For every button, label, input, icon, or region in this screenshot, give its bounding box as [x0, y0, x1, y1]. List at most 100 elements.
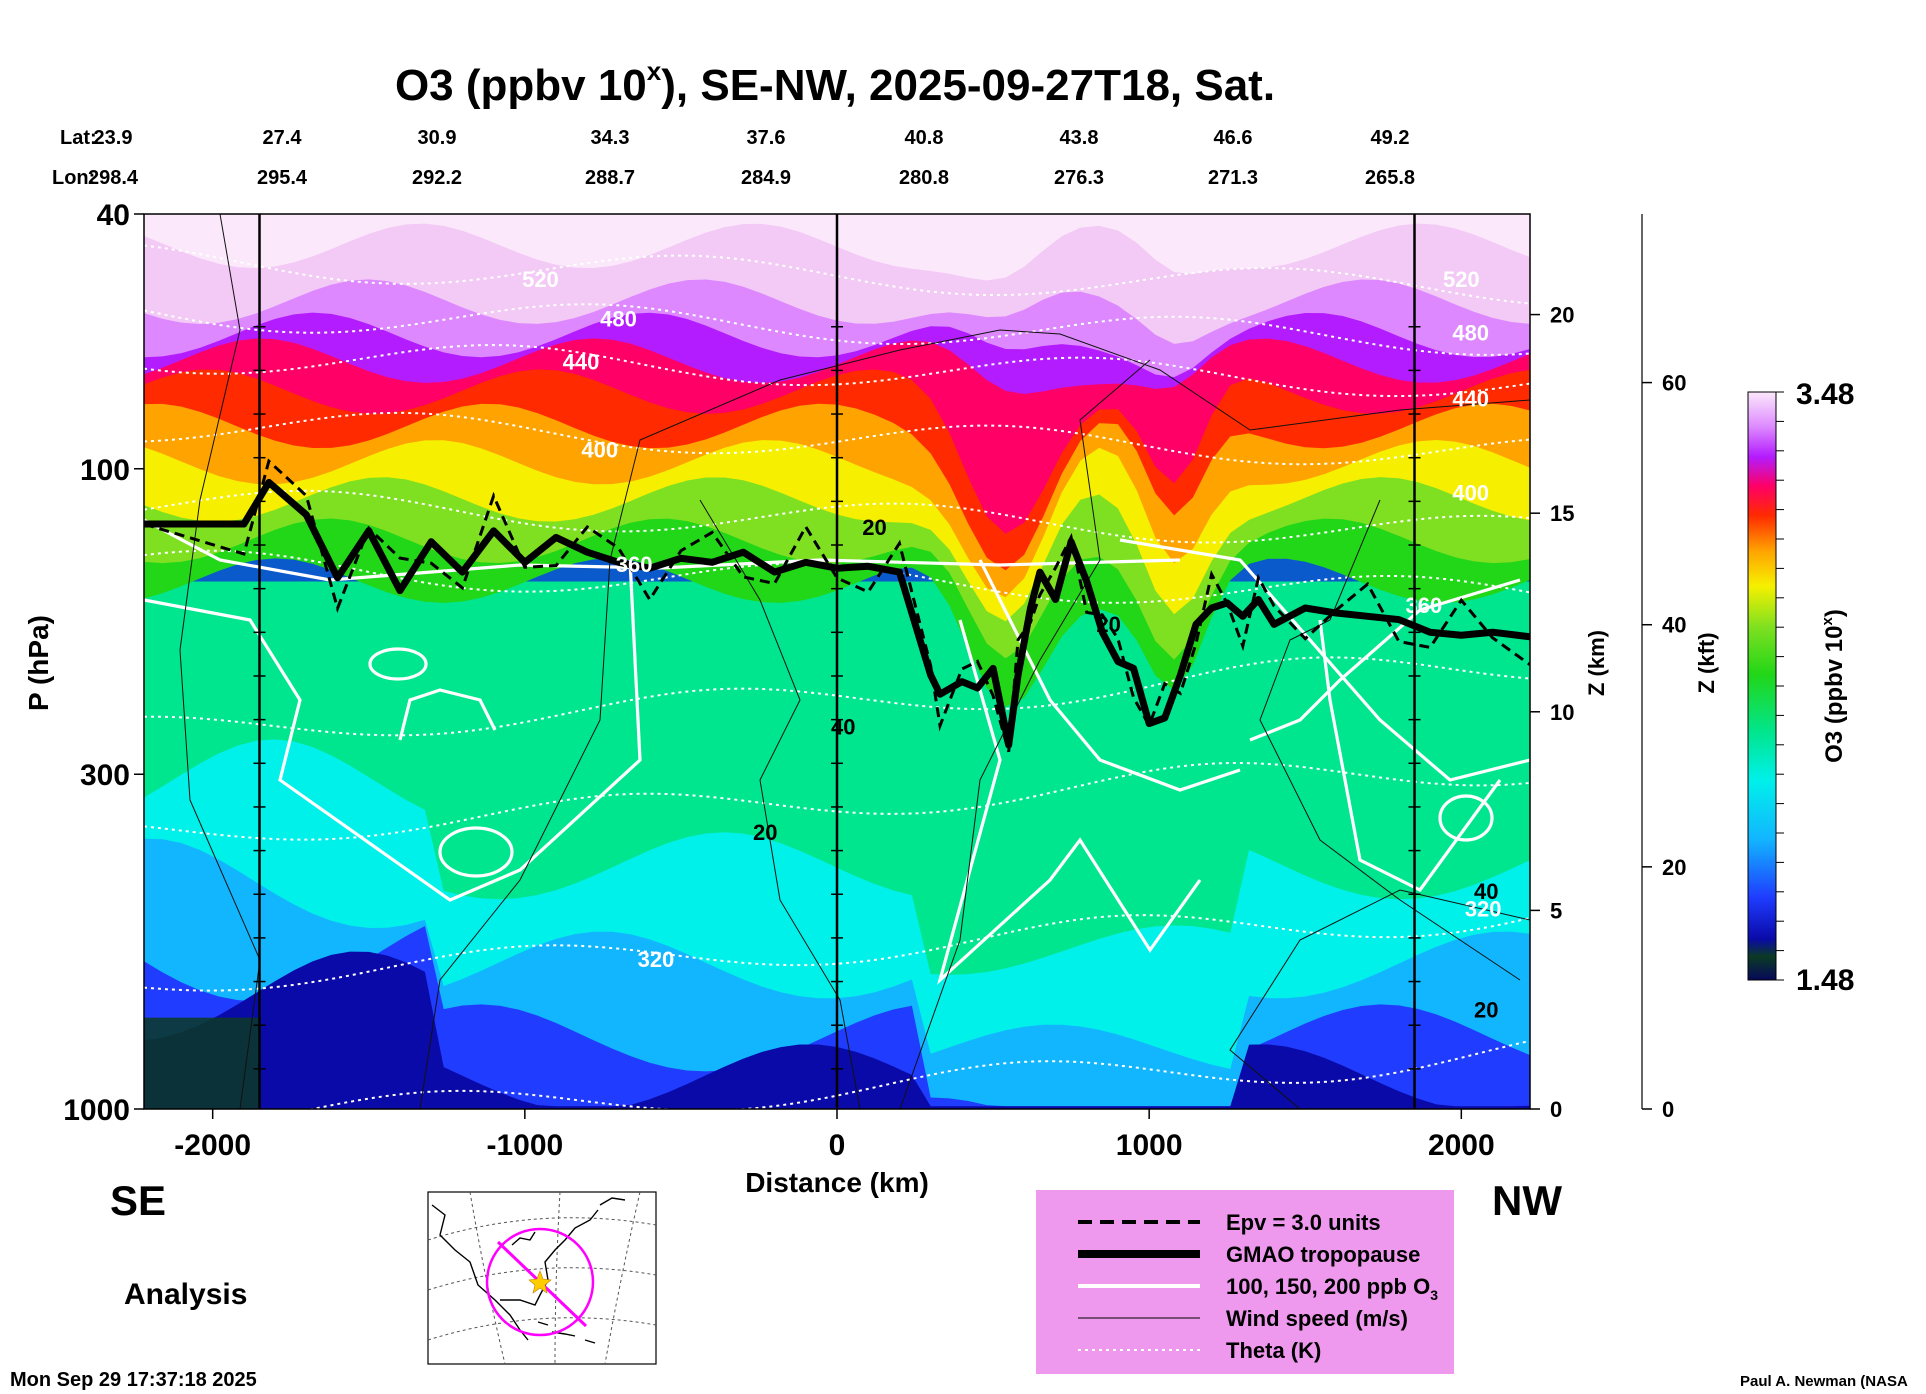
x-tick-label: 1000	[1116, 1129, 1183, 1162]
x-axis: -2000 -1000 0 1000 2000	[174, 1109, 1495, 1162]
x-tick-label: 0	[829, 1129, 846, 1162]
lat-value: 40.8	[905, 127, 944, 149]
wind-label: 20	[1096, 612, 1120, 637]
theta-contour	[144, 489, 1530, 544]
lat-value: 27.4	[263, 127, 303, 149]
colorbar-label: O3 (ppbv 10x)	[1819, 609, 1848, 763]
theta-label: 480	[600, 307, 637, 332]
lat-value: 23.9	[94, 127, 133, 149]
wind-label: 20	[753, 820, 777, 845]
lon-value: 288.7	[585, 167, 635, 189]
theta-label: 400	[581, 437, 618, 462]
theta-label: 360	[616, 552, 653, 577]
lon-value: 284.9	[741, 167, 791, 189]
lon-value: 276.3	[1054, 167, 1104, 189]
legend-label: Wind speed (m/s)	[1226, 1306, 1408, 1331]
timestamp: Mon Sep 29 17:37:18 2025	[10, 1369, 257, 1391]
lon-row-label: Lon:	[52, 167, 95, 189]
theta-contour	[144, 244, 1530, 305]
z-kft-axis-label: Z (kft)	[1694, 632, 1719, 693]
ozone-ppb-contour	[1249, 578, 1521, 742]
ozone-ppb-contour	[1119, 538, 1530, 782]
ozone-ppb-contour	[398, 688, 497, 741]
z-km-tick-label: 10	[1550, 700, 1574, 725]
y-tick-label: 1000	[63, 1094, 130, 1127]
ozone-ppb-contour	[438, 826, 514, 878]
lon-value: 265.8	[1365, 167, 1415, 189]
x-tick-label: -1000	[486, 1129, 563, 1162]
lon-value: 271.3	[1208, 167, 1258, 189]
wind-label: 20	[1474, 998, 1498, 1023]
lon-value: 292.2	[412, 167, 462, 189]
lon-value: 295.4	[257, 167, 308, 189]
nw-label: NW	[1492, 1177, 1562, 1224]
wind-speed-contour	[899, 359, 1151, 1109]
lat-value: 49.2	[1371, 127, 1410, 149]
y-tick-label: 40	[97, 199, 130, 232]
z-km-axis-label: Z (km)	[1584, 630, 1609, 696]
x-axis-label: Distance (km)	[745, 1167, 929, 1198]
theta-label: 320	[1465, 896, 1502, 921]
theta-label: 440	[1452, 387, 1489, 412]
wind-label: 40	[831, 714, 855, 739]
legend-label: Epv = 3.0 units	[1226, 1210, 1381, 1235]
legend-label: Theta (K)	[1226, 1338, 1321, 1363]
wind-speed-contour	[1229, 889, 1530, 1109]
theta-label: 320	[638, 947, 675, 972]
legend-label: GMAO tropopause	[1226, 1242, 1420, 1267]
y-axis-label: P (hPa)	[23, 615, 54, 711]
y-tick-label: 100	[80, 454, 130, 487]
lat-row-label: Lat:	[60, 127, 97, 149]
z-km-tick-label: 15	[1550, 501, 1574, 526]
theta-contour	[144, 344, 1530, 398]
reference-vertical-lines	[253, 214, 1421, 1109]
x-tick-label: -2000	[174, 1129, 251, 1162]
z-km-axis: 0 5 10 15 20	[1530, 303, 1574, 1122]
coastline-icon	[431, 1197, 626, 1344]
z-kft-axis: 0 20 40 60	[1641, 214, 1686, 1122]
theta-label: 400	[1452, 480, 1489, 505]
theta-label: 480	[1452, 320, 1489, 345]
ozone-ppb-contour	[937, 619, 1202, 985]
low-ozone-patch	[144, 1017, 260, 1109]
legend: Epv = 3.0 units GMAO tropopause 100, 150, …	[1036, 1190, 1454, 1374]
analysis-label: Analysis	[124, 1278, 247, 1311]
z-kft-tick-label: 60	[1662, 371, 1686, 396]
colorbar	[1747, 391, 1777, 981]
y-tick-label: 300	[80, 759, 130, 792]
theta-label: 520	[1443, 267, 1480, 292]
theta-contour	[144, 303, 1530, 356]
z-kft-tick-label: 40	[1662, 613, 1686, 638]
lat-value: 34.3	[591, 127, 630, 149]
colorbar-min-label: 1.48	[1796, 964, 1854, 997]
ozone-ppb-contour	[368, 647, 428, 681]
theta-label: 520	[522, 267, 559, 292]
z-km-tick-label: 5	[1550, 898, 1562, 923]
tropopause-line	[144, 478, 1530, 749]
lon-value: 280.8	[899, 167, 949, 189]
theta-contour	[144, 549, 1530, 604]
lon-value: 298.4	[88, 167, 139, 189]
epv-line	[144, 458, 1530, 753]
credit: Paul A. Newman (NASA	[1740, 1373, 1908, 1390]
theta-label: 360	[1406, 593, 1443, 618]
track-circle	[485, 1227, 595, 1337]
ozone-lower-band	[144, 925, 1530, 1109]
inset-map	[427, 1191, 657, 1365]
wind-label: 20	[862, 515, 886, 540]
theta-contour	[144, 762, 1530, 841]
ozone-ppb-contour	[144, 518, 1181, 582]
x-tick-label: 2000	[1428, 1129, 1495, 1162]
theta-contour	[144, 411, 1530, 466]
ozone-ppb-contour	[978, 559, 1241, 792]
lat-lon-labels: 23.9 27.4 30.9 34.3 37.6 40.8 43.8 46.6 49.2 298.…	[88, 127, 1415, 189]
center-star-icon	[528, 1270, 552, 1294]
lat-value: 30.9	[418, 127, 457, 149]
colorbar-ticks	[1776, 391, 1784, 981]
wind-speed-contour	[1259, 499, 1521, 981]
lat-value: 43.8	[1060, 127, 1099, 149]
chart-title: O3 (ppbv 10x), SE-NW, 2025-09-27T18, Sat…	[395, 56, 1275, 110]
ozone-band	[144, 214, 1530, 281]
se-label: SE	[110, 1177, 166, 1224]
